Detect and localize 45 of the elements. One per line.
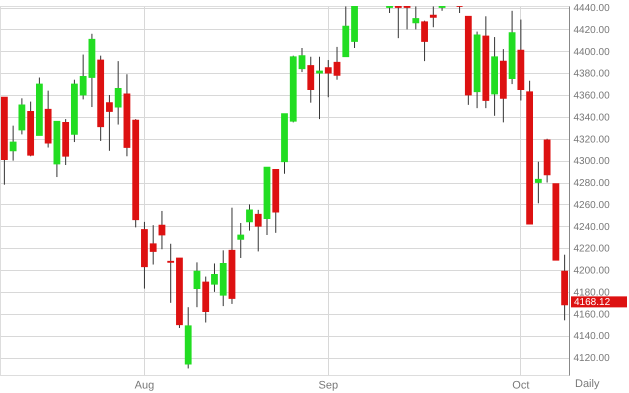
candlestick	[404, 6, 410, 30]
candlestick	[194, 262, 200, 308]
candlestick	[80, 54, 87, 100]
y-tick-label: 4260.00	[574, 200, 610, 211]
x-tick-label: Oct	[512, 380, 530, 392]
y-tick-label: 4420.00	[574, 24, 610, 36]
y-tick-label: 4300.00	[574, 156, 610, 168]
candlestick	[254, 209, 262, 252]
y-tick-label: 4160.00	[574, 309, 610, 320]
y-tick-label: 4440.00	[574, 3, 610, 14]
y-tick-label: 4200.00	[574, 266, 610, 277]
candlestick	[334, 46, 340, 80]
y-tick-label: 4400.00	[574, 46, 610, 58]
candlestick	[237, 222, 244, 258]
y-tick-label: 4240.00	[574, 222, 610, 233]
candlestick	[394, 6, 402, 39]
x-tick-label: Sep	[318, 380, 338, 392]
text: 4168.12	[574, 296, 611, 308]
y-tick-label: 4140.00	[574, 331, 610, 342]
candlestick	[456, 6, 463, 14]
candlestick	[412, 6, 420, 30]
candlestick	[211, 262, 218, 292]
candlestick	[150, 224, 157, 266]
y-tick-label: 4180.00	[574, 287, 610, 298]
candlestick	[430, 6, 437, 28]
y-tick-label: 4380.00	[574, 68, 610, 80]
candlestick	[167, 243, 174, 304]
y-tick-label: 4120.00	[574, 353, 610, 364]
candlestick	[106, 94, 113, 152]
candlestick	[10, 125, 17, 162]
y-tick-label: 4280.00	[574, 178, 610, 190]
text: Daily	[575, 378, 600, 390]
candlestick	[246, 204, 253, 232]
y-tick-label: 4220.00	[574, 244, 610, 255]
y-tick-label: 4320.00	[574, 134, 610, 146]
candlestick	[324, 60, 332, 98]
y-tick-label: 4340.00	[574, 112, 610, 124]
candlestick	[158, 210, 166, 250]
x-tick-label: Aug	[134, 380, 154, 392]
candlestick	[421, 20, 428, 62]
candlestick	[298, 47, 306, 73]
y-tick-label: 4360.00	[574, 90, 610, 102]
candlestick	[534, 161, 542, 204]
candlestick	[316, 56, 323, 120]
candlestick	[114, 60, 122, 126]
